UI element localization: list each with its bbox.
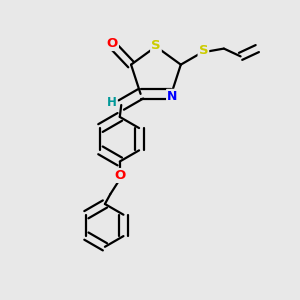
- Text: S: S: [199, 44, 208, 58]
- Text: H: H: [107, 96, 117, 109]
- Text: S: S: [151, 39, 161, 52]
- Text: O: O: [107, 37, 118, 50]
- Text: N: N: [167, 90, 177, 103]
- Text: O: O: [114, 169, 125, 182]
